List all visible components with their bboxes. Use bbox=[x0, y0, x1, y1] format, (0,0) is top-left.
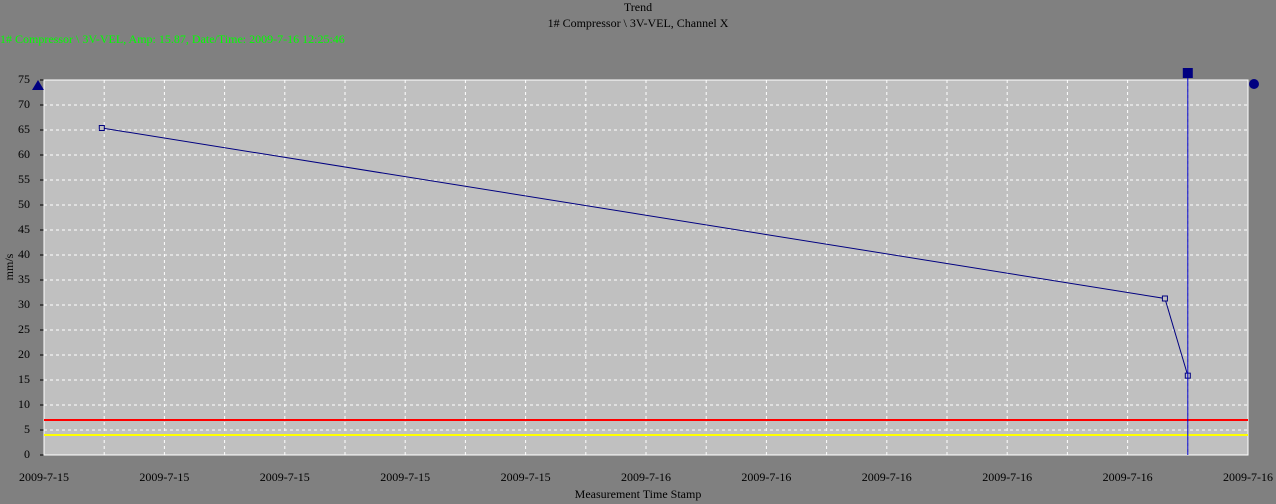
y-tick-label: 0 bbox=[24, 447, 30, 461]
y-tick-label: 25 bbox=[18, 322, 30, 336]
x-tick-label: 2009-7-15 bbox=[260, 470, 310, 484]
x-tick-label: 2009-7-16 bbox=[1223, 470, 1273, 484]
data-point bbox=[1161, 295, 1168, 302]
y-tick-label: 5 bbox=[24, 422, 30, 436]
x-tick-label: 2009-7-15 bbox=[139, 470, 189, 484]
chart-title: Trend bbox=[624, 0, 652, 14]
y-tick-label: 50 bbox=[18, 197, 30, 211]
y-tick-label: 20 bbox=[18, 347, 30, 361]
y-tick-label: 65 bbox=[18, 122, 30, 136]
y-tick-label: 10 bbox=[18, 397, 30, 411]
x-tick-label: 2009-7-16 bbox=[982, 470, 1032, 484]
y-tick-label: 30 bbox=[18, 297, 30, 311]
y-tick-label: 45 bbox=[18, 222, 30, 236]
data-point bbox=[98, 125, 105, 131]
x-tick-label: 2009-7-16 bbox=[862, 470, 912, 484]
y-tick-label: 35 bbox=[18, 272, 30, 286]
cursor-readout: 1# Compressor \ 3V-VEL, Amp: 15.87, Date… bbox=[0, 32, 345, 46]
left-marker bbox=[32, 80, 44, 90]
x-tick-label: 2009-7-15 bbox=[501, 470, 551, 484]
y-tick-label: 70 bbox=[18, 97, 30, 111]
y-tick-label: 75 bbox=[18, 72, 30, 86]
y-tick-label: 55 bbox=[18, 172, 30, 186]
y-tick-label: 60 bbox=[18, 147, 30, 161]
chart-subtitle: 1# Compressor \ 3V-VEL, Channel X bbox=[548, 16, 729, 30]
x-axis-label: Measurement Time Stamp bbox=[575, 487, 702, 501]
y-axis-label: mm/s bbox=[2, 253, 16, 280]
x-tick-label: 2009-7-16 bbox=[1103, 470, 1153, 484]
x-tick-label: 2009-7-15 bbox=[380, 470, 430, 484]
x-tick-label: 2009-7-16 bbox=[741, 470, 791, 484]
right-marker bbox=[1249, 79, 1259, 89]
plot-border bbox=[43, 79, 1249, 456]
y-tick-label: 40 bbox=[18, 247, 30, 261]
y-tick-label: 15 bbox=[18, 372, 30, 386]
cursor-handle bbox=[1182, 68, 1193, 78]
x-tick-label: 2009-7-16 bbox=[621, 470, 671, 484]
x-tick-label: 2009-7-15 bbox=[19, 470, 69, 484]
